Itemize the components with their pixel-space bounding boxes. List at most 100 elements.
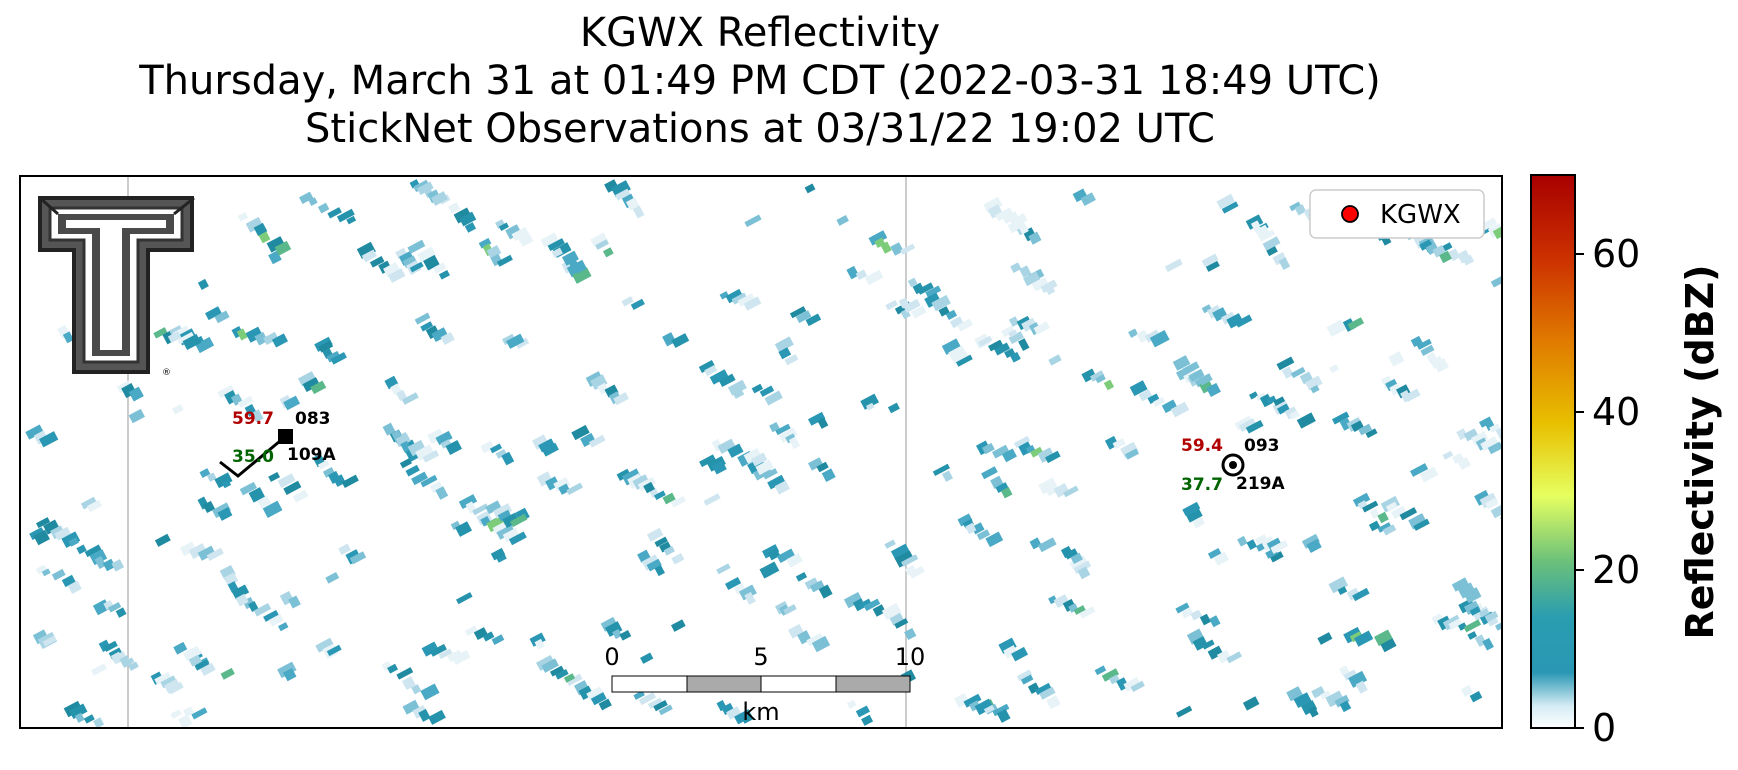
legend-label: KGWX xyxy=(1380,200,1461,230)
echo-bin xyxy=(774,336,794,353)
echo-bin xyxy=(555,669,569,680)
echo-bin xyxy=(1420,344,1435,356)
echo-bin xyxy=(1021,317,1038,333)
echo-bin xyxy=(167,331,182,343)
echo-bin xyxy=(1039,686,1056,700)
title-line-1: KGWX Reflectivity xyxy=(579,10,941,56)
echo-bin xyxy=(1129,380,1148,397)
echo-bin xyxy=(420,321,434,332)
echo-bin xyxy=(254,331,268,346)
echo-bin xyxy=(1380,638,1397,653)
echo-bin xyxy=(496,254,513,267)
echo-bin xyxy=(497,509,512,522)
echo-bin xyxy=(395,433,411,447)
echo-bin xyxy=(1326,319,1347,337)
echo-bin xyxy=(1385,378,1399,392)
wind-barb-icon xyxy=(219,434,287,478)
echo-bin xyxy=(191,707,208,720)
echo-bin xyxy=(1238,418,1257,432)
echo-bin xyxy=(1205,260,1220,272)
echo-bin xyxy=(598,698,612,711)
echo-bin xyxy=(54,526,71,541)
echo-bin xyxy=(480,440,495,454)
echo-bin xyxy=(759,561,780,579)
echo-bin xyxy=(43,519,60,535)
echo-bin xyxy=(283,395,301,411)
echo-bin xyxy=(805,313,822,327)
echo-bin xyxy=(1281,366,1294,379)
echo-bin xyxy=(1181,607,1194,619)
echo-bin xyxy=(407,239,426,254)
echo-bin xyxy=(154,671,172,685)
echo-bin xyxy=(887,402,900,414)
echo-bin xyxy=(566,673,583,686)
echo-bin xyxy=(200,662,216,676)
echo-bin xyxy=(562,250,579,266)
echo-bin xyxy=(615,188,631,201)
echo-bin xyxy=(455,592,473,605)
echo-bin xyxy=(1487,441,1502,455)
echo-bin xyxy=(1328,576,1349,594)
echo-bin xyxy=(1343,669,1358,681)
colorbar-tick-label: 60 xyxy=(1592,232,1640,276)
echo-bin xyxy=(671,333,690,348)
echo-bin xyxy=(110,651,124,665)
echo-bin xyxy=(600,616,618,632)
echo-bin xyxy=(900,243,916,255)
echo-bin xyxy=(658,704,673,716)
echo-bin xyxy=(237,395,254,408)
echo-bin xyxy=(846,265,860,280)
echo-bin xyxy=(1138,389,1153,402)
echo-bin xyxy=(1485,497,1499,510)
echo-bin xyxy=(654,565,665,577)
echo-bin xyxy=(177,331,195,345)
echo-bin xyxy=(271,333,288,348)
echo-bin xyxy=(957,318,973,332)
echo-bin xyxy=(995,207,1014,222)
echo-bin xyxy=(751,452,768,467)
echo-bin xyxy=(965,522,977,535)
echo-bin xyxy=(33,529,50,546)
colorbar-strip xyxy=(1530,174,1576,729)
echo-bin xyxy=(506,333,525,349)
echo-bin xyxy=(911,305,927,319)
echo-bin xyxy=(1484,610,1499,623)
echo-bin xyxy=(836,214,849,226)
echo-bin xyxy=(1325,690,1345,708)
echo-bin xyxy=(502,527,520,543)
echo-bin xyxy=(1064,548,1078,560)
echo-bin xyxy=(604,384,619,398)
echo-bin xyxy=(68,537,79,547)
echo-bin xyxy=(571,424,590,441)
echo-bin xyxy=(411,684,422,695)
echo-bin xyxy=(1080,192,1096,206)
echo-bin xyxy=(1448,618,1463,630)
echo-bin xyxy=(971,522,985,535)
echo-bin xyxy=(1010,351,1021,363)
echo-bin xyxy=(235,593,249,607)
echo-bin xyxy=(1221,201,1239,214)
echo-bin xyxy=(167,681,184,695)
echo-bin xyxy=(1463,587,1482,604)
echo-bin xyxy=(1186,628,1205,645)
echo-bin xyxy=(128,408,145,424)
echo-bin xyxy=(197,545,216,561)
echo-bin xyxy=(292,489,309,503)
echo-bin xyxy=(1147,393,1160,405)
echo-bin xyxy=(903,298,921,313)
echo-bin xyxy=(42,635,57,647)
echo-bin xyxy=(61,574,76,588)
echo-bin xyxy=(1045,450,1061,464)
echo-bin xyxy=(783,604,797,615)
echo-bin xyxy=(455,521,473,537)
echo-bin xyxy=(733,583,746,595)
echo-bin xyxy=(405,464,420,477)
echo-bin xyxy=(1382,524,1397,536)
echo-bin xyxy=(446,649,463,663)
echo-bin xyxy=(1182,361,1200,375)
echo-bin xyxy=(51,568,66,581)
echo-bin xyxy=(1501,229,1502,245)
echo-bin xyxy=(1467,631,1478,640)
echo-bin xyxy=(957,513,973,527)
echo-bin xyxy=(168,325,183,337)
